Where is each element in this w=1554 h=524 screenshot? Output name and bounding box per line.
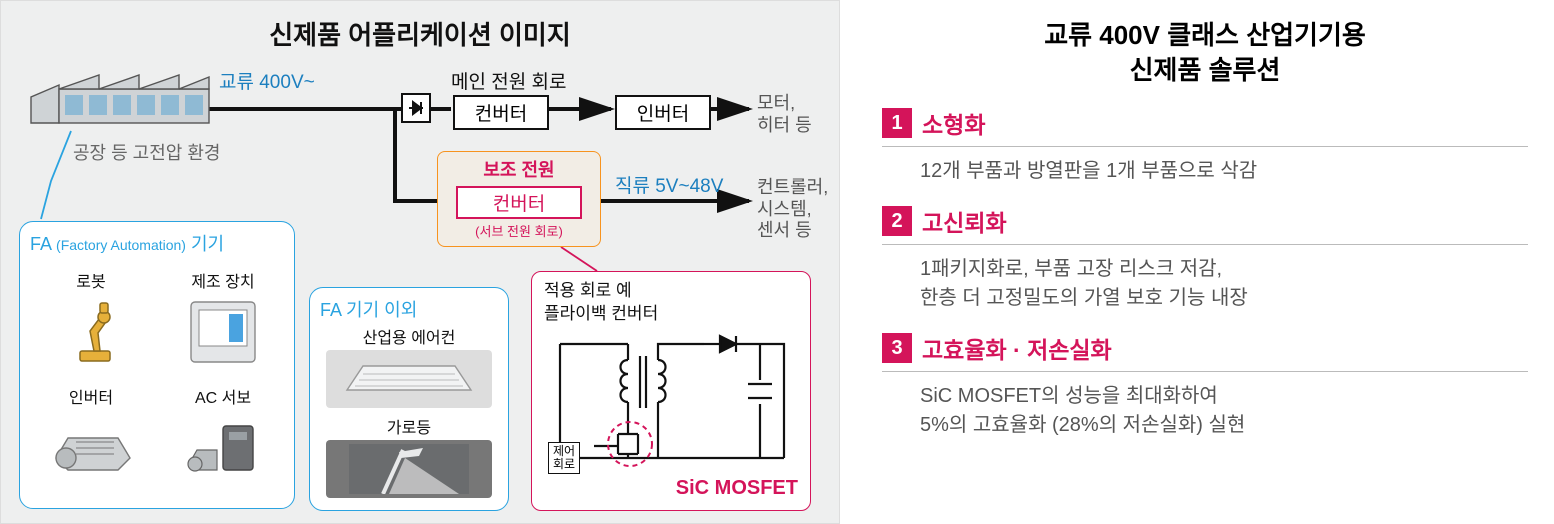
circuit-title-1: 적용 회로 예 (544, 281, 632, 300)
inverter-box: 인버터 (615, 95, 711, 130)
feature-number: 3 (882, 333, 912, 363)
feature-title: 고신뢰화 (922, 204, 1007, 238)
aux-sub: (서브 전원 회로) (438, 221, 600, 240)
control-circuit-label: 제어 회로 (548, 442, 580, 474)
flyback-schematic (544, 326, 800, 476)
left-title: 신제품 어플리케이션 이미지 (1, 15, 839, 52)
flyback-circuit-callout: 적용 회로 예 플라이백 컨버터 (531, 271, 811, 511)
aux-converter-label: 컨버터 (456, 186, 582, 219)
rectifier-icon (401, 93, 431, 123)
feature-title: 고효율화 · 저손실화 (922, 331, 1112, 365)
circuit-title-2: 플라이백 컨버터 (544, 304, 658, 323)
nonfa-item-label: 가로등 (320, 414, 498, 438)
nonfa-item-label: 산업용 에어컨 (320, 324, 498, 348)
solutions-panel: 교류 400V 클래스 산업기기용 신제품 솔루션 1 소형화 12개 부품과 … (852, 0, 1554, 524)
fa-item-label: 제조 장치 (162, 260, 284, 288)
main-converter-box: 컨버터 (453, 95, 549, 130)
inverter-icon (30, 410, 152, 486)
factory-icon (29, 63, 219, 135)
feature-number: 2 (882, 206, 912, 236)
main-circuit-label: 메인 전원 회로 (451, 67, 566, 94)
dc-voltage-label: 직류 5V~48V (615, 171, 723, 198)
manufacturing-equipment-icon (162, 294, 284, 370)
factory-caption: 공장 등 고전압 환경 (73, 139, 220, 165)
sic-mosfet-label: SiC MOSFET (544, 477, 798, 500)
air-conditioner-icon (326, 350, 492, 408)
controllers-label: 컨트롤러, 시스템, 센서 등 (757, 177, 828, 242)
feature-title: 소형화 (922, 106, 985, 140)
nonfa-header: FA 기기 이외 (320, 296, 498, 322)
fa-header: FA (Factory Automation) 기기 (30, 230, 284, 256)
motor-heater-label: 모터, 히터 등 (757, 93, 812, 136)
aux-power-box: 보조 전원 컨버터 (서브 전원 회로) (437, 151, 601, 247)
fa-header-tail: 기기 (186, 234, 224, 254)
aux-title: 보조 전원 (438, 156, 600, 182)
feature-item: 1 소형화 12개 부품과 방열판을 1개 부품으로 삭감 (882, 106, 1528, 186)
right-title-line2: 신제품 솔루션 (1130, 55, 1281, 85)
robot-icon (30, 294, 152, 370)
right-title: 교류 400V 클래스 산업기기용 신제품 솔루션 (882, 18, 1528, 88)
feature-item: 3 고효율화 · 저손실화 SiC MOSFET의 성능을 최대화하여 5%의 … (882, 331, 1528, 440)
feature-body: SiC MOSFET의 성능을 최대화하여 5%의 고효율화 (28%의 저손실… (920, 382, 1528, 440)
fa-item-label: AC 서보 (162, 376, 284, 404)
fa-item-label: 로봇 (30, 260, 152, 288)
fa-header-sub: (Factory Automation) (56, 237, 186, 253)
fa-item-label: 인버터 (30, 376, 152, 404)
feature-item: 2 고신뢰화 1패키지화로, 부품 고장 리스크 저감, 한층 더 고정밀도의 … (882, 204, 1528, 313)
feature-body: 12개 부품과 방열판을 1개 부품으로 삭감 (920, 157, 1528, 186)
right-title-line1: 교류 400V 클래스 산업기기용 (1044, 20, 1366, 50)
non-fa-equipment-callout: FA 기기 이외 산업용 에어컨 가로등 (309, 287, 509, 511)
fa-header-main: FA (30, 234, 51, 254)
streetlight-icon (326, 440, 492, 498)
feature-body: 1패키지화로, 부품 고장 리스크 저감, 한층 더 고정밀도의 가열 보호 기… (920, 255, 1528, 313)
ac-voltage-label: 교류 400V~ (219, 67, 315, 94)
feature-number: 1 (882, 108, 912, 138)
ac-servo-icon (162, 410, 284, 486)
application-diagram-panel: 신제품 어플리케이션 이미지 (0, 0, 840, 524)
fa-equipment-callout: FA (Factory Automation) 기기 로봇 제조 장치 (19, 221, 295, 509)
